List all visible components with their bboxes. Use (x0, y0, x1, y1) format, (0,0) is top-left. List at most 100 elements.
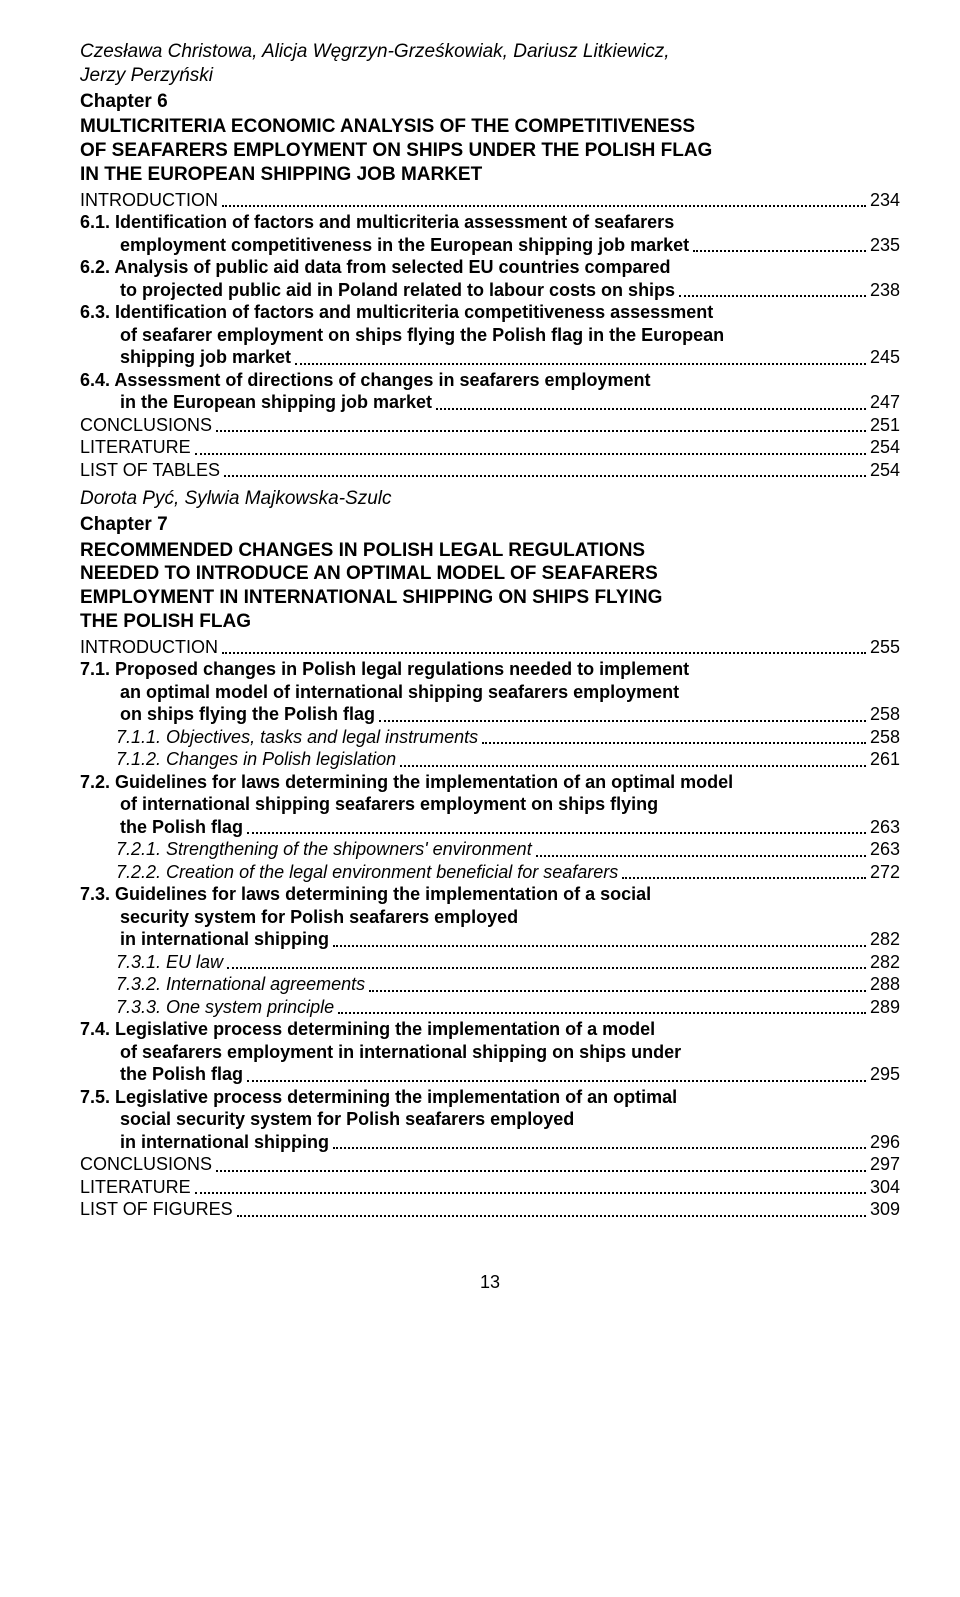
toc-row: 7.3.2. International agreements288 (80, 973, 900, 996)
toc-label: 7.2.2. Creation of the legal environment… (80, 861, 618, 884)
toc-label: in the European shipping job market (80, 391, 432, 414)
toc-label: 6.1. Identification of factors and multi… (80, 211, 674, 234)
toc-leader (536, 854, 866, 857)
toc-page: 261 (870, 748, 900, 771)
toc-page: 255 (870, 636, 900, 659)
toc-label: in international shipping (80, 1131, 329, 1154)
toc-label: 7.2. Guidelines for laws determining the… (80, 771, 733, 794)
toc-label: 7.5. Legislative process determining the… (80, 1086, 677, 1109)
toc-page: 251 (870, 414, 900, 437)
toc-page: 258 (870, 726, 900, 749)
toc-leader (333, 944, 866, 947)
toc-leader (224, 474, 866, 477)
toc-row: security system for Polish seafarers emp… (80, 906, 900, 929)
toc-leader (436, 407, 866, 410)
toc-leader (379, 719, 866, 722)
toc-row: in the European shipping job market 247 (80, 391, 900, 414)
toc-row: LIST OF FIGURES 309 (80, 1198, 900, 1221)
toc-row: LITERATURE304 (80, 1176, 900, 1199)
toc-leader (195, 1191, 866, 1194)
toc-entry: INTRODUCTION234 (80, 189, 900, 212)
toc-entry: CONCLUSIONS251 (80, 414, 900, 437)
toc-label: security system for Polish seafarers emp… (80, 906, 518, 929)
toc-label: 7.3.3. One system principle (80, 996, 334, 1019)
page-number: 13 (80, 1271, 900, 1294)
toc-leader (333, 1146, 866, 1149)
toc-leader (369, 989, 866, 992)
toc-row: CONCLUSIONS 297 (80, 1153, 900, 1176)
toc-label: in international shipping (80, 928, 329, 951)
toc-entry: LIST OF TABLES 254 (80, 459, 900, 482)
toc-label: an optimal model of international shippi… (80, 681, 679, 704)
toc-page: 245 (870, 346, 900, 369)
toc-label: LIST OF FIGURES (80, 1198, 233, 1221)
toc-page: 297 (870, 1153, 900, 1176)
toc-entry: 7.1. Proposed changes in Polish legal re… (80, 658, 900, 726)
toc-entry: 6.1. Identification of factors and multi… (80, 211, 900, 256)
toc-row: 6.3. Identification of factors and multi… (80, 301, 900, 324)
toc-row: 7.2. Guidelines for laws determining the… (80, 771, 900, 794)
toc-row: the Polish flag295 (80, 1063, 900, 1086)
toc-row: 7.3. Guidelines for laws determining the… (80, 883, 900, 906)
toc-label: on ships flying the Polish flag (80, 703, 375, 726)
toc-label: 7.1.1. Objectives, tasks and legal instr… (80, 726, 478, 749)
toc-leader (222, 651, 866, 654)
toc-label: employment competitiveness in the Europe… (80, 234, 689, 257)
toc-label: INTRODUCTION (80, 636, 218, 659)
toc-row: INTRODUCTION234 (80, 189, 900, 212)
toc-row: to projected public aid in Poland relate… (80, 279, 900, 302)
toc-label: LIST OF TABLES (80, 459, 220, 482)
toc-row: social security system for Polish seafar… (80, 1108, 900, 1131)
toc-page: 296 (870, 1131, 900, 1154)
toc-label: CONCLUSIONS (80, 1153, 212, 1176)
toc-entry: 7.2. Guidelines for laws determining the… (80, 771, 900, 839)
toc-page: 309 (870, 1198, 900, 1221)
toc-page: 254 (870, 459, 900, 482)
toc-entry: 6.4. Assessment of directions of changes… (80, 369, 900, 414)
toc-row: in international shipping282 (80, 928, 900, 951)
toc-row: 7.4. Legislative process determining the… (80, 1018, 900, 1041)
chapter-6-toc: INTRODUCTION2346.1. Identification of fa… (80, 189, 900, 482)
toc-entry: LIST OF FIGURES 309 (80, 1198, 900, 1221)
toc-page: 263 (870, 816, 900, 839)
toc-page: 282 (870, 951, 900, 974)
toc-row: 7.3.1. EU law282 (80, 951, 900, 974)
toc-page: 235 (870, 234, 900, 257)
toc-row: 6.4. Assessment of directions of changes… (80, 369, 900, 392)
toc-row: of seafarer employment on ships flying t… (80, 324, 900, 347)
toc-entry: 7.1.1. Objectives, tasks and legal instr… (80, 726, 900, 749)
toc-entry: INTRODUCTION 255 (80, 636, 900, 659)
toc-row: of seafarers employment in international… (80, 1041, 900, 1064)
toc-entry: 7.5. Legislative process determining the… (80, 1086, 900, 1154)
toc-label: social security system for Polish seafar… (80, 1108, 574, 1131)
chapter-7-authors: Dorota Pyć, Sylwia Majkowska-Szulc (80, 487, 900, 511)
toc-label: LITERATURE (80, 436, 191, 459)
toc-label: 7.3.2. International agreements (80, 973, 365, 996)
toc-page: 258 (870, 703, 900, 726)
toc-page: 254 (870, 436, 900, 459)
toc-row: 7.1.1. Objectives, tasks and legal instr… (80, 726, 900, 749)
toc-page: 234 (870, 189, 900, 212)
toc-leader (216, 1169, 866, 1172)
toc-row: in international shipping 296 (80, 1131, 900, 1154)
toc-row: CONCLUSIONS251 (80, 414, 900, 437)
toc-row: 7.2.2. Creation of the legal environment… (80, 861, 900, 884)
chapter-6-authors: Czesława Christowa, Alicja Węgrzyn-Grześ… (80, 40, 900, 88)
toc-leader (227, 966, 866, 969)
toc-entry: 6.3. Identification of factors and multi… (80, 301, 900, 369)
toc-label: of international shipping seafarers empl… (80, 793, 658, 816)
toc-entry: 7.3.1. EU law282 (80, 951, 900, 974)
toc-leader (679, 294, 866, 297)
toc-row: 7.3.3. One system principle289 (80, 996, 900, 1019)
toc-page: 247 (870, 391, 900, 414)
toc-entry: 7.4. Legislative process determining the… (80, 1018, 900, 1086)
toc-leader (400, 764, 866, 767)
chapter-7-label: Chapter 7 (80, 513, 900, 537)
toc-row: 6.1. Identification of factors and multi… (80, 211, 900, 234)
toc-entry: LITERATURE304 (80, 1176, 900, 1199)
toc-entry: 7.3.2. International agreements288 (80, 973, 900, 996)
toc-page: 263 (870, 838, 900, 861)
toc-row: 6.2. Analysis of public aid data from se… (80, 256, 900, 279)
toc-label: to projected public aid in Poland relate… (80, 279, 675, 302)
toc-label: of seafarers employment in international… (80, 1041, 681, 1064)
